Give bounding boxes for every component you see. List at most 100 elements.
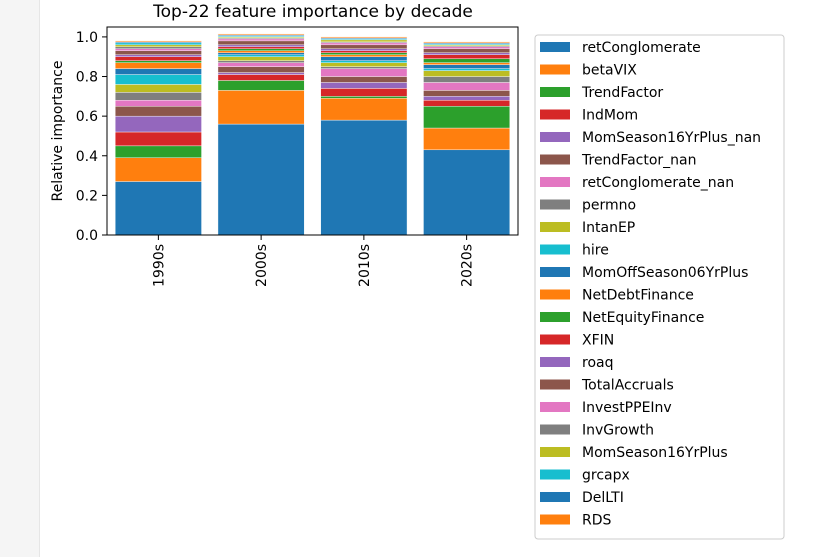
bar-segment: [115, 46, 202, 49]
chart-title: Top-22 feature importance by decade: [152, 2, 473, 22]
bar-segment: [115, 92, 202, 101]
legend-label: IndMom: [582, 108, 638, 124]
bar-segment: [115, 115, 202, 133]
legend-label: retConglomerate: [582, 40, 701, 56]
bar-segment: [423, 70, 510, 77]
legend-swatch: [540, 379, 570, 390]
bar-segment: [115, 68, 202, 75]
bar-segment: [320, 88, 408, 97]
bar-segment: [217, 33, 305, 36]
bar-segment: [320, 98, 408, 121]
bar-segment: [115, 157, 202, 182]
bar-segment: [423, 62, 510, 65]
bar-segment: [320, 60, 408, 63]
legend-swatch: [540, 402, 570, 412]
plot-area-frame: [106, 26, 519, 236]
y-tick-label: 0.0: [76, 228, 98, 244]
bar-segment: [217, 80, 305, 91]
bar-segment: [217, 123, 305, 236]
bar-segment: [423, 58, 510, 63]
bar-segment: [217, 90, 305, 125]
legend-swatch: [540, 424, 570, 435]
bar-segment: [115, 60, 202, 63]
bar-segment: [115, 54, 202, 57]
x-tick-label: 1990s: [151, 244, 167, 287]
legend-swatch: [540, 222, 570, 232]
x-tick-label: 2000s: [254, 244, 270, 287]
bar-segment: [423, 64, 510, 69]
legend-label: betaVIX: [582, 63, 637, 79]
legend-swatch: [540, 447, 570, 457]
bar-segment: [217, 50, 305, 53]
bar-segment: [320, 56, 408, 61]
bar-segment: [320, 62, 408, 67]
bar-segment: [115, 106, 202, 117]
bars-group: [115, 33, 510, 236]
legend-label: RDS: [582, 513, 612, 529]
bar-segment: [423, 41, 510, 44]
bar-segment: [320, 66, 408, 69]
legend-swatch: [540, 109, 570, 120]
y-tick-label: 0.4: [76, 149, 98, 165]
y-axis-label: Relative importance: [50, 61, 66, 202]
bar-segment: [320, 82, 408, 89]
bar-segment: [115, 84, 202, 93]
bar-segment: [423, 48, 510, 53]
bar-segment: [115, 50, 202, 55]
legend-swatch: [540, 357, 570, 367]
bar-segment: [320, 96, 408, 99]
bar-segment: [217, 72, 305, 75]
bar-segment: [115, 44, 202, 48]
legend: retConglomerate betaVIX TrendFactor IndMom M…: [534, 34, 785, 540]
bar-segment: [423, 100, 510, 107]
legend-swatch: [540, 154, 570, 165]
y-tick-label: 0.6: [76, 109, 98, 125]
bar-segment: [217, 44, 305, 48]
bar-segment: [320, 48, 408, 51]
legend-swatch: [540, 42, 570, 52]
legend-label: XFIN: [582, 333, 614, 349]
bar-segment: [217, 60, 305, 63]
legend-swatch: [540, 64, 570, 75]
legend-label: roaq: [582, 355, 613, 371]
bar-segment: [320, 42, 408, 46]
y-tick-label: 1.0: [76, 30, 98, 46]
bar-segment: [423, 46, 510, 49]
x-tick-label: 2020s: [460, 244, 476, 287]
bar-segment: [320, 119, 408, 236]
legend-label: InvestPPEInv: [582, 400, 672, 416]
legend-label: MomSeason16YrPlus_nan: [582, 130, 761, 146]
bar-segment: [115, 145, 202, 158]
bar-segment: [115, 40, 202, 43]
bar-segment: [115, 181, 202, 236]
bar-segment: [115, 131, 202, 147]
bar-segment: [423, 149, 510, 236]
bar-segment: [115, 48, 202, 51]
legend-label: TrendFactor_nan: [581, 153, 697, 169]
bar-segment: [217, 62, 305, 67]
bar-segment: [217, 48, 305, 51]
bar-segment: [423, 68, 510, 71]
bar-segment: [423, 54, 510, 59]
legend-swatch: [540, 87, 570, 97]
y-axis: 0.0 0.2 0.4 0.6 0.8 1.0: [76, 30, 107, 244]
bar-segment: [423, 52, 510, 55]
legend-swatch: [540, 199, 570, 210]
bar-segment: [320, 39, 408, 43]
bar-segment: [217, 56, 305, 61]
legend-label: permno: [582, 198, 636, 214]
legend-swatch: [540, 334, 570, 345]
bar-segment: [217, 52, 305, 55]
bar-segment: [320, 76, 408, 83]
bar-segment: [217, 66, 305, 73]
bar-segment: [320, 68, 408, 77]
bar-segment: [217, 54, 305, 57]
legend-frame: [534, 34, 785, 540]
legend-swatch: [540, 132, 570, 142]
bar-segment: [217, 46, 305, 49]
y-tick-label: 0.2: [76, 188, 98, 204]
bar-segment: [320, 52, 408, 55]
legend-swatch: [540, 289, 570, 300]
bar-segment: [115, 74, 202, 85]
